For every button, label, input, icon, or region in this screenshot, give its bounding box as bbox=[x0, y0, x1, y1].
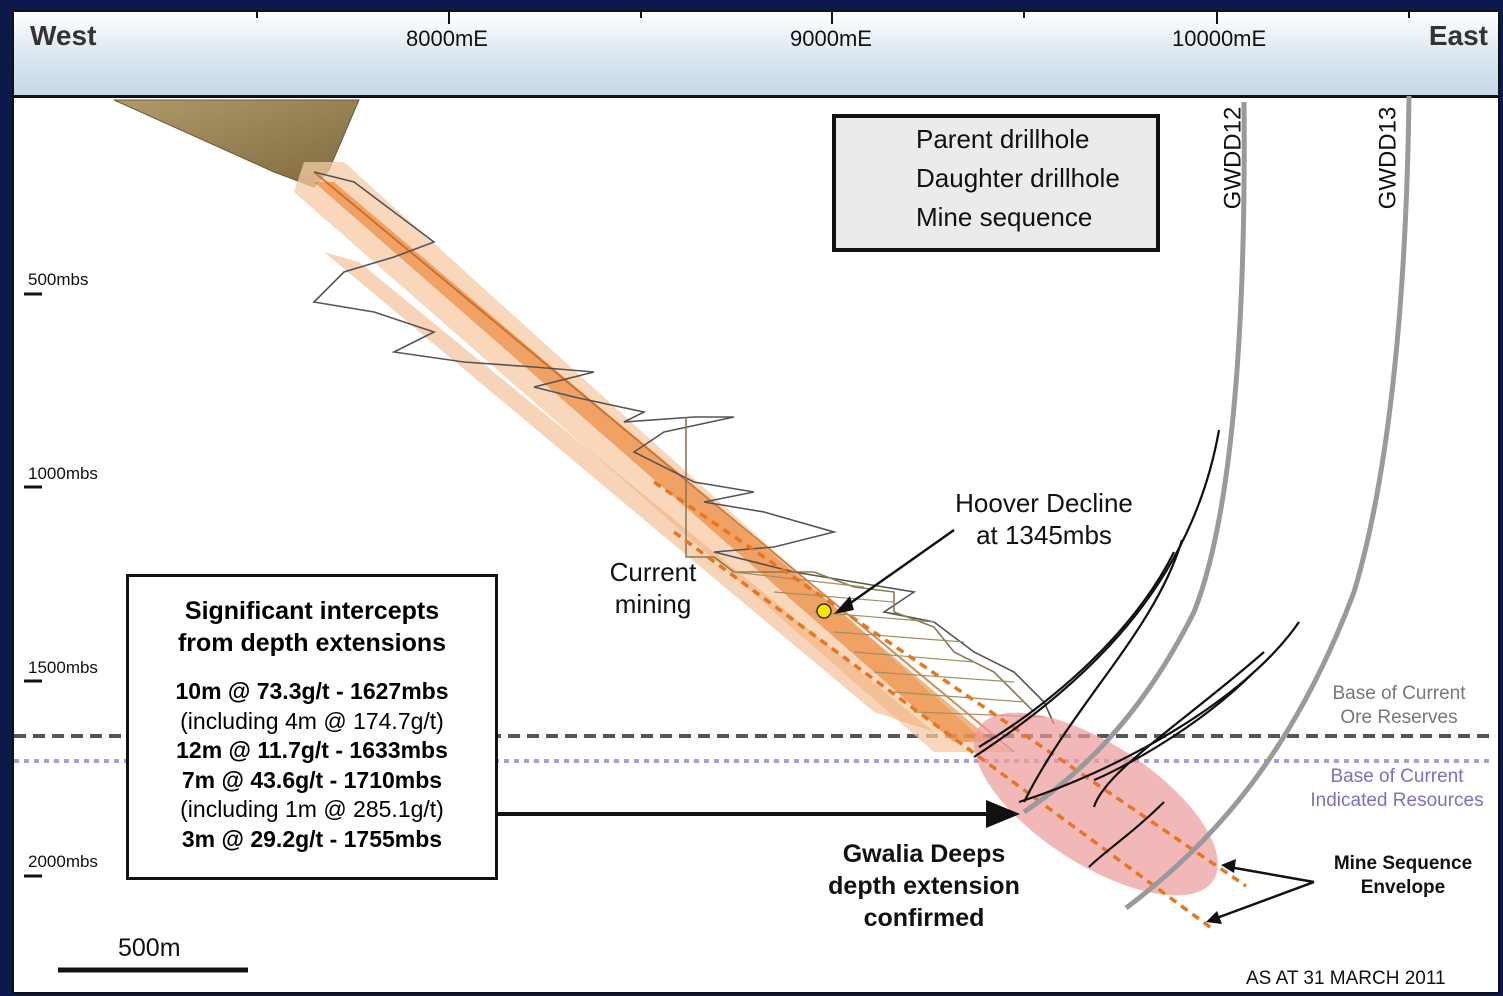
depth-2000: 2000mbs bbox=[28, 852, 98, 871]
deeps-line-1: Gwalia Deeps bbox=[842, 840, 1006, 868]
hoover-arrow bbox=[841, 528, 955, 611]
deeps-line-3: confirmed bbox=[863, 904, 985, 932]
depth-500: 500mbs bbox=[28, 270, 89, 289]
deeps-line-2: depth extension bbox=[828, 872, 1020, 900]
indicated-line-1: Base of Current bbox=[1330, 766, 1464, 787]
header-ticks bbox=[256, 12, 1410, 24]
legend: Parent drillhole Daughter drillhole Mine… bbox=[832, 114, 1160, 252]
drillhole-gwdd12-label: GWDD12 bbox=[1219, 106, 1247, 210]
current-mining-line-2: mining bbox=[614, 589, 692, 619]
date-label: AS AT 31 MARCH 2011 bbox=[1246, 968, 1446, 989]
indicated-line-2: Indicated Resources bbox=[1310, 790, 1484, 811]
underground-workings bbox=[312, 171, 1055, 725]
easting-tick-9000: 9000mE bbox=[790, 26, 872, 51]
envelope-label: Mine Sequence Envelope bbox=[1314, 852, 1492, 900]
hoover-point bbox=[816, 603, 832, 619]
legend-daughter-label: Daughter drillhole bbox=[916, 163, 1120, 193]
drillhole-gwdd13-label: GWDD13 bbox=[1374, 106, 1402, 210]
envelope-arrows bbox=[1213, 865, 1315, 921]
intercept-line: (including 4m @ 174.7g/t) bbox=[180, 707, 444, 734]
intercepts-box: Significant intercepts from depth extens… bbox=[126, 574, 498, 880]
ore-reserves-label: Base of Current Ore Reserves bbox=[1304, 682, 1494, 730]
mine-sequence-envelope bbox=[653, 480, 1247, 932]
intercept-line: 10m @ 73.3g/t - 1627mbs bbox=[175, 678, 449, 704]
intercept-line: (including 1m @ 285.1g/t) bbox=[180, 796, 444, 822]
intercepts-title: Significant intercepts from depth extens… bbox=[129, 595, 495, 659]
scale-label: 500m bbox=[118, 934, 181, 962]
daughter-drillholes bbox=[973, 429, 1300, 868]
ore-reserves-line-2: Ore Reserves bbox=[1340, 707, 1458, 728]
envelope-line-2: Envelope bbox=[1360, 877, 1446, 898]
intercepts-title-2: from depth extensions bbox=[177, 629, 447, 657]
easting-tick-8000: 8000mE bbox=[406, 26, 488, 51]
hoover-line-2: at 1345mbs bbox=[976, 520, 1112, 550]
legend-mine-sequence-label: Mine sequence bbox=[916, 202, 1093, 232]
intercept-line: 3m @ 29.2g/t - 1755mbs bbox=[181, 825, 443, 852]
easting-tick-10000: 10000mE bbox=[1172, 26, 1267, 51]
easting-header: West East 8000mE 9000mE 10000mE bbox=[14, 12, 1498, 98]
envelope-line-1: Mine Sequence bbox=[1333, 853, 1473, 874]
depth-1500: 1500mbs bbox=[28, 658, 98, 677]
gwalia-deeps-label: Gwalia Deeps depth extension confirmed bbox=[794, 838, 1054, 934]
intercepts-title-1: Significant intercepts bbox=[184, 597, 440, 625]
current-mining-line-1: Current bbox=[609, 557, 697, 587]
hoover-line-1: Hoover Decline bbox=[955, 488, 1133, 518]
indicated-resources-label: Base of Current Indicated Resources bbox=[1294, 765, 1498, 813]
section-diagram: West East 8000mE 9000mE 10000mE bbox=[12, 10, 1500, 994]
hoover-decline-label: Hoover Decline at 1345mbs bbox=[934, 487, 1154, 551]
parent-drillholes bbox=[1022, 95, 1412, 910]
current-mining-label: Current mining bbox=[584, 556, 722, 620]
intercept-line: 7m @ 43.6g/t - 1710mbs bbox=[181, 766, 443, 793]
intercept-line: 12m @ 11.7g/t - 1633mbs bbox=[176, 737, 448, 763]
east-label: East bbox=[1428, 20, 1488, 51]
depth-ticks bbox=[24, 292, 42, 878]
section-graphics bbox=[14, 12, 1492, 973]
depth-1000: 1000mbs bbox=[28, 464, 98, 483]
ore-reserves-line-1: Base of Current bbox=[1332, 683, 1466, 704]
west-label: West bbox=[30, 20, 97, 51]
legend-parent-label: Parent drillhole bbox=[916, 124, 1090, 154]
